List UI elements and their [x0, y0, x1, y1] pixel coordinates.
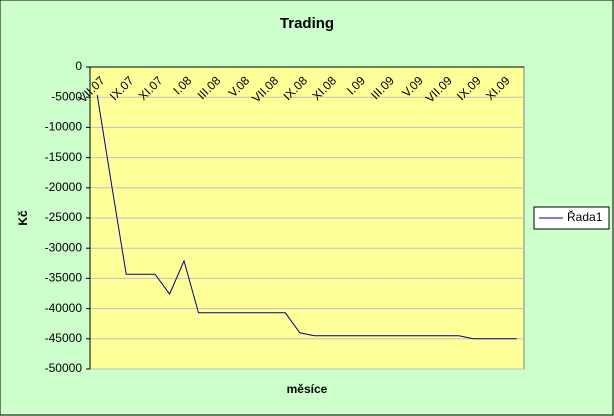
series-line — [96, 94, 517, 340]
y-tick-label: -30000 — [45, 240, 83, 254]
y-tick-label: 0 — [75, 59, 82, 73]
legend-label: Řada1 — [567, 209, 603, 224]
y-tick-label: -15000 — [45, 150, 83, 164]
y-tick-label: -35000 — [45, 271, 83, 285]
x-axis-label: měsíce — [287, 382, 328, 396]
y-tick-label: -45000 — [45, 331, 83, 345]
y-tick-label: -10000 — [45, 120, 83, 134]
y-tick-label: -20000 — [45, 180, 83, 194]
chart-title: Trading — [280, 15, 334, 32]
legend-box — [533, 206, 610, 230]
y-tick-label: -5000 — [51, 89, 82, 103]
y-tick-label: -25000 — [45, 210, 83, 224]
y-tick-label: -40000 — [45, 301, 83, 315]
y-axis-label: Kč — [16, 210, 30, 226]
legend: Řada1 — [533, 206, 610, 230]
y-tick-label: -50000 — [45, 361, 83, 375]
